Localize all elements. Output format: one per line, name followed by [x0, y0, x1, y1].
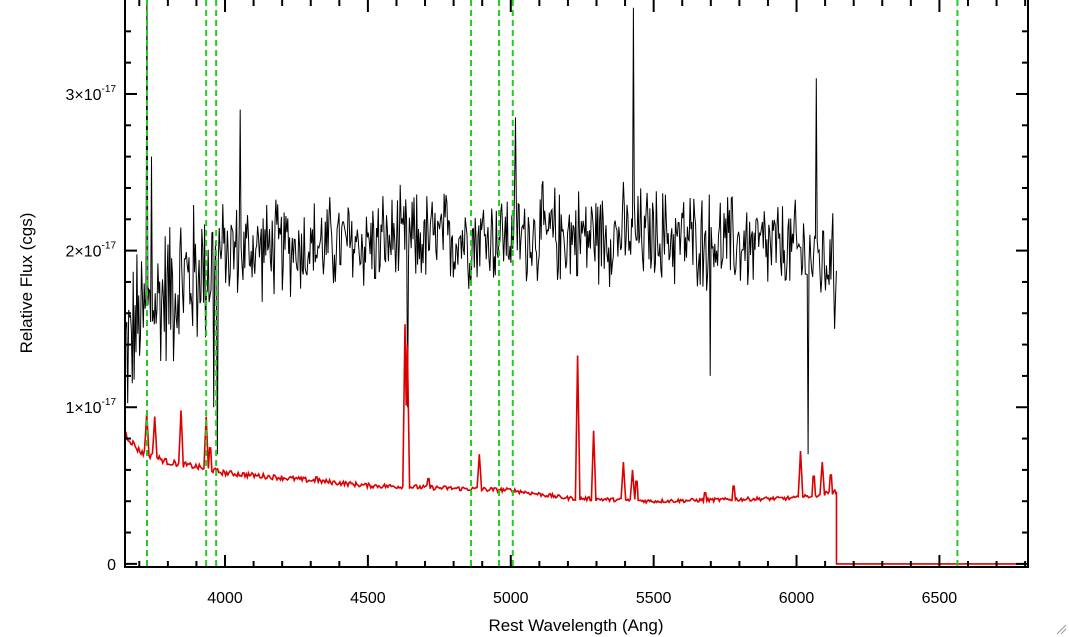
series-flux-line [124, 0, 837, 455]
tick-marks-layer [125, 0, 1028, 567]
x-tick-label: 6500 [922, 590, 958, 607]
series-layer [124, 0, 1028, 565]
resize-grip-icon[interactable] [1055, 623, 1067, 635]
x-tick-label: 4500 [350, 590, 386, 607]
x-axis-title: Rest Wavelength (Ang) [488, 616, 663, 635]
tick-labels-layer: 4000 4500 5000 5500 6000 6500 0 1×10-17 2×10-17 3… [66, 84, 958, 607]
y-tick-label: 1×10-17 [66, 397, 117, 417]
x-tick-label: 4000 [207, 590, 243, 607]
x-tick-label: 5000 [493, 590, 529, 607]
y-tick-label: 0 [107, 557, 116, 574]
series-error-line [124, 324, 1028, 565]
y-tick-label: 3×10-17 [66, 84, 117, 104]
y-axis-title: Relative Flux (cgs) [17, 213, 36, 354]
plot-frame [124, 0, 1029, 568]
x-tick-label: 6000 [779, 590, 815, 607]
x-tick-label: 5500 [636, 590, 672, 607]
y-tick-label: 2×10-17 [66, 241, 117, 261]
reference-lines-layer [146, 0, 959, 567]
